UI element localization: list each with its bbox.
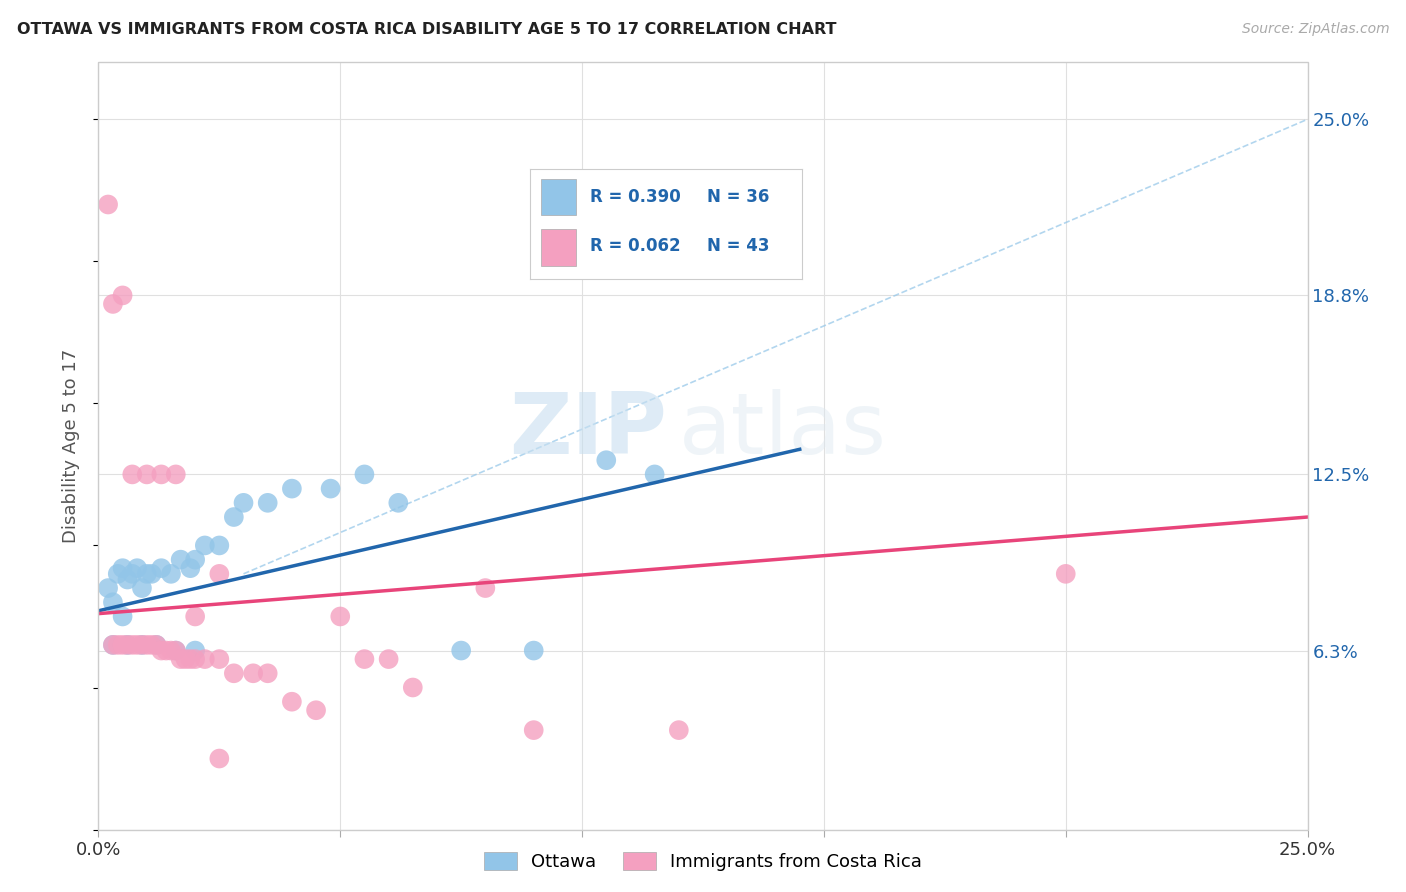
Point [107, 638, 129, 652]
FancyBboxPatch shape [541, 229, 576, 266]
Point [127, 561, 149, 575]
Point [141, 566, 163, 581]
FancyBboxPatch shape [541, 178, 576, 215]
Legend: Ottawa, Immigrants from Costa Rica: Ottawa, Immigrants from Costa Rica [477, 845, 929, 879]
Point [595, 453, 617, 467]
Point [184, 609, 207, 624]
Point [101, 297, 124, 311]
Point [117, 638, 139, 652]
Point [150, 643, 173, 657]
Point [131, 638, 153, 652]
Point [208, 538, 231, 552]
Point [117, 638, 139, 652]
Point [305, 703, 328, 717]
Point [111, 561, 134, 575]
Point [150, 561, 173, 575]
Text: atlas: atlas [679, 389, 887, 472]
Point [1054, 566, 1077, 581]
Point [242, 666, 264, 681]
Point [127, 638, 149, 652]
Point [281, 695, 304, 709]
Point [111, 288, 134, 302]
Point [165, 467, 187, 482]
Text: OTTAWA VS IMMIGRANTS FROM COSTA RICA DISABILITY AGE 5 TO 17 CORRELATION CHART: OTTAWA VS IMMIGRANTS FROM COSTA RICA DIS… [17, 22, 837, 37]
Point [668, 723, 690, 738]
Point [474, 581, 496, 595]
Point [222, 666, 245, 681]
Point [145, 638, 167, 652]
Point [644, 467, 666, 482]
Point [208, 652, 231, 666]
Text: R = 0.062: R = 0.062 [591, 236, 681, 255]
Text: Source: ZipAtlas.com: Source: ZipAtlas.com [1241, 22, 1389, 37]
Point [329, 609, 352, 624]
Point [387, 496, 409, 510]
Point [135, 566, 157, 581]
Point [353, 652, 375, 666]
Point [131, 638, 153, 652]
Point [121, 638, 143, 652]
Point [160, 566, 183, 581]
Point [208, 566, 231, 581]
Point [107, 566, 129, 581]
Point [117, 573, 139, 587]
Point [165, 643, 187, 657]
Point [169, 652, 191, 666]
Point [194, 538, 217, 552]
Point [222, 510, 245, 524]
Point [111, 638, 134, 652]
Point [256, 496, 278, 510]
Point [97, 581, 120, 595]
Point [706, 240, 728, 254]
Point [377, 652, 399, 666]
Point [232, 496, 254, 510]
Point [402, 681, 425, 695]
Point [179, 561, 201, 575]
Point [353, 467, 375, 482]
Point [111, 609, 134, 624]
Text: N = 43: N = 43 [707, 236, 769, 255]
Text: R = 0.390: R = 0.390 [591, 188, 681, 206]
Point [101, 638, 124, 652]
Point [184, 652, 207, 666]
Point [450, 643, 472, 657]
Point [179, 652, 201, 666]
Point [121, 566, 143, 581]
Point [141, 638, 163, 652]
Point [160, 643, 183, 657]
Point [101, 595, 124, 609]
Point [150, 467, 173, 482]
Point [208, 751, 231, 765]
Point [523, 723, 546, 738]
Point [145, 638, 167, 652]
Point [184, 552, 207, 566]
Point [319, 482, 342, 496]
Text: ZIP: ZIP [509, 389, 666, 472]
Point [281, 482, 304, 496]
Point [169, 552, 191, 566]
Point [131, 581, 153, 595]
Point [135, 638, 157, 652]
Point [174, 652, 197, 666]
Point [165, 643, 187, 657]
Point [121, 467, 143, 482]
Y-axis label: Disability Age 5 to 17: Disability Age 5 to 17 [62, 349, 80, 543]
Text: N = 36: N = 36 [707, 188, 769, 206]
Point [184, 643, 207, 657]
Point [256, 666, 278, 681]
Point [523, 643, 546, 657]
Point [97, 197, 120, 211]
Point [101, 638, 124, 652]
Point [194, 652, 217, 666]
Point [135, 467, 157, 482]
Point [155, 643, 177, 657]
